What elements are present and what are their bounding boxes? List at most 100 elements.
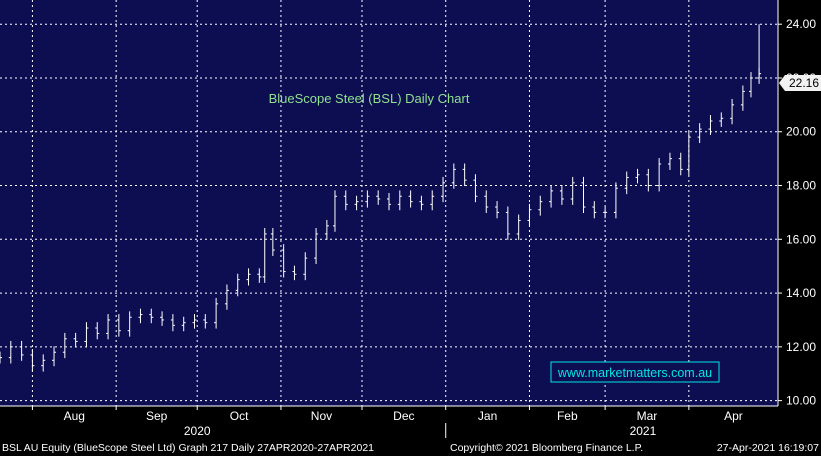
ohlc-bar <box>505 206 510 240</box>
chart-title: BlueScope Steel (BSL) Daily Chart <box>269 91 470 106</box>
ohlc-bar <box>667 152 672 170</box>
ohlc-bar <box>127 311 132 337</box>
ohlc-bar <box>708 115 713 135</box>
ohlc-bar <box>365 190 370 208</box>
ohlc-bar <box>303 252 308 281</box>
ohlc-bar <box>8 340 13 364</box>
ohlc-bar <box>354 195 359 211</box>
ohlc-bar <box>214 297 219 329</box>
ohlc-bar <box>603 206 608 219</box>
x-tick-label: Sep <box>146 409 168 423</box>
ohlc-bar <box>570 176 575 205</box>
x-tick-label: Oct <box>230 409 249 423</box>
ohlc-bar <box>324 219 329 240</box>
ohlc-bar <box>397 190 402 211</box>
ohlc-bar <box>30 348 35 372</box>
ohlc-bar <box>84 322 89 348</box>
ohlc-bar <box>62 332 67 359</box>
ohlc-bar <box>95 322 100 340</box>
ohlc-bar <box>473 174 478 203</box>
ohlc-bar <box>441 176 446 203</box>
ohlc-bar <box>549 184 554 208</box>
ohlc-bar <box>281 244 286 278</box>
last-price-label: 22.16 <box>789 76 819 90</box>
ohlc-bar <box>192 314 197 329</box>
ohlc-bar <box>149 308 154 324</box>
ohlc-bar <box>270 228 275 256</box>
watermark-box: www.marketmatters.com.au <box>550 361 720 383</box>
ohlc-bar <box>116 314 121 337</box>
year-label: 2021 <box>630 424 657 438</box>
footer-center: Copyright© 2021 Bloomberg Finance L.P. <box>450 442 643 454</box>
ohlc-bar <box>52 346 57 367</box>
year-label: 2020 <box>184 424 211 438</box>
ohlc-bar <box>262 228 267 283</box>
y-tick-label: 14.00 <box>786 286 816 300</box>
ohlc-bar <box>646 168 651 192</box>
ohlc-bar <box>516 214 521 240</box>
ohlc-bars <box>0 24 762 372</box>
ohlc-bar <box>160 311 165 326</box>
ohlc-bar <box>235 273 240 297</box>
x-tick-label: Nov <box>311 409 332 423</box>
ohlc-bar <box>484 190 489 213</box>
x-tick-label: Apr <box>724 409 743 423</box>
ohlc-bar <box>203 314 208 329</box>
ohlc-bar <box>314 228 319 265</box>
ohlc-bar <box>527 203 532 227</box>
ohlc-bar <box>0 351 2 364</box>
watermark-text: www.marketmatters.com.au <box>557 366 712 380</box>
ohlc-bar <box>451 163 456 189</box>
ohlc-bar <box>138 308 143 324</box>
ohlc-bar <box>170 314 175 332</box>
x-tick-label: Feb <box>557 409 578 423</box>
ohlc-bar <box>332 190 337 232</box>
ohlc-bar <box>462 163 467 187</box>
ohlc-bar <box>657 158 662 192</box>
x-tick-label: Dec <box>393 409 414 423</box>
x-tick-label: Aug <box>64 409 85 423</box>
ohlc-bar <box>613 182 618 219</box>
footer: BSL AU Equity (BlueScope Steel Ltd) Grap… <box>2 442 819 454</box>
ohlc-bar <box>624 171 629 195</box>
ohlc-bar <box>387 193 391 211</box>
ohlc-bar <box>635 168 640 184</box>
footer-left: BSL AU Equity (BlueScope Steel Ltd) Grap… <box>2 442 374 454</box>
ohlc-bar <box>408 190 413 208</box>
x-axis: Aug Sep Oct Nov Dec Jan Feb Mar Apr 2020 2021 <box>0 405 778 438</box>
ohlc-bar <box>719 112 724 127</box>
y-tick-label: 10.00 <box>786 394 816 408</box>
ohlc-bar <box>730 98 735 125</box>
ohlc-bar <box>748 72 753 98</box>
y-tick-label: 24.00 <box>786 17 816 31</box>
y-tick-label: 18.00 <box>786 179 816 193</box>
footer-right: 27-Apr-2021 16:19:07 <box>717 442 819 454</box>
ohlc-bar <box>106 314 111 340</box>
ohlc-bar <box>73 332 78 348</box>
ohlc-bar <box>343 190 348 211</box>
ohlc-bar <box>686 131 691 176</box>
ohlc-bar <box>559 184 564 205</box>
ohlc-bar <box>41 354 46 372</box>
x-tick-label: Mar <box>637 409 658 423</box>
ohlc-bar <box>592 201 597 219</box>
x-tick-label: Jan <box>478 409 497 423</box>
ohlc-bar <box>495 201 500 219</box>
ohlc-bar <box>740 85 745 111</box>
y-tick-label: 20.00 <box>786 125 816 139</box>
ohlc-bar <box>419 195 424 211</box>
y-tick-label: 12.00 <box>786 340 816 354</box>
ohlc-bar <box>678 152 683 176</box>
ohlc-bar <box>19 340 24 361</box>
ohlc-bar <box>292 265 297 281</box>
ohlc-bar <box>246 268 251 286</box>
ohlc-bar <box>697 123 702 144</box>
ohlc-bar <box>224 284 229 310</box>
ohlc-bar <box>581 176 586 213</box>
ohlc-bar <box>538 195 543 216</box>
ohlc-bar <box>181 316 186 332</box>
ohlc-bar <box>376 190 381 205</box>
